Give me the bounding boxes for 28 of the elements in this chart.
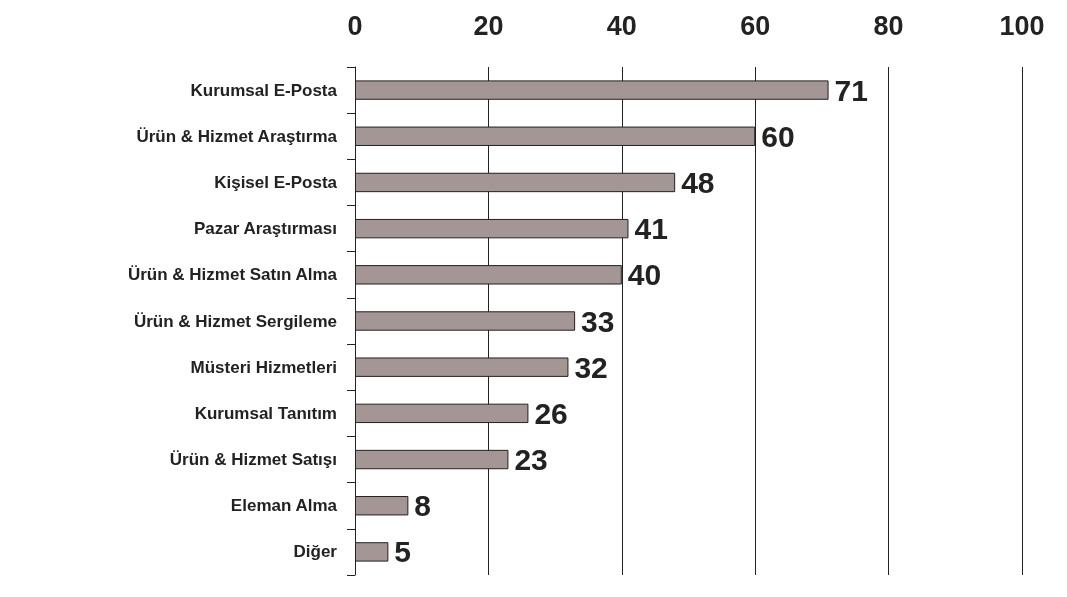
y-tick-label: Kişisel E-Posta bbox=[214, 172, 338, 192]
data-label: 8 bbox=[414, 489, 432, 523]
data-label: 5 bbox=[394, 535, 412, 569]
y-tick-label: Ürün & Hizmet Araştırma bbox=[136, 126, 338, 146]
data-label: 41 bbox=[634, 212, 668, 246]
x-tick-label: 100 bbox=[999, 10, 1045, 41]
y-tick-label: Kurumsal Tanıtım bbox=[194, 403, 337, 423]
y-tick-label: Müsteri Hizmetleri bbox=[190, 357, 337, 377]
data-label: 60 bbox=[761, 119, 795, 153]
data-label: 26 bbox=[534, 396, 568, 430]
data-label: 33 bbox=[581, 304, 615, 338]
data-label: 48 bbox=[681, 165, 715, 199]
x-tick-label: 60 bbox=[740, 10, 771, 41]
x-tick-label: 40 bbox=[606, 10, 637, 41]
data-label: 71 bbox=[834, 73, 868, 107]
x-tick-label: 0 bbox=[347, 10, 363, 41]
y-tick-label: Kurumsal E-Posta bbox=[190, 80, 338, 100]
y-tick-label: Pazar Araştırması bbox=[193, 219, 337, 239]
y-tick-label: Ürün & Hizmet Satışı bbox=[169, 450, 337, 470]
data-label: 32 bbox=[574, 350, 608, 384]
x-tick-label: 80 bbox=[873, 10, 904, 41]
data-label: 40 bbox=[627, 258, 662, 292]
y-tick-label: Ürün & Hizmet Sergileme bbox=[133, 311, 337, 331]
y-tick-label: Ürün & Hizmet Satın Alma bbox=[127, 265, 338, 285]
data-label: 23 bbox=[514, 443, 548, 477]
x-tick-label: 20 bbox=[473, 10, 504, 41]
y-tick-label: Diğer bbox=[293, 542, 338, 562]
y-tick-label: Eleman Alma bbox=[230, 496, 338, 516]
